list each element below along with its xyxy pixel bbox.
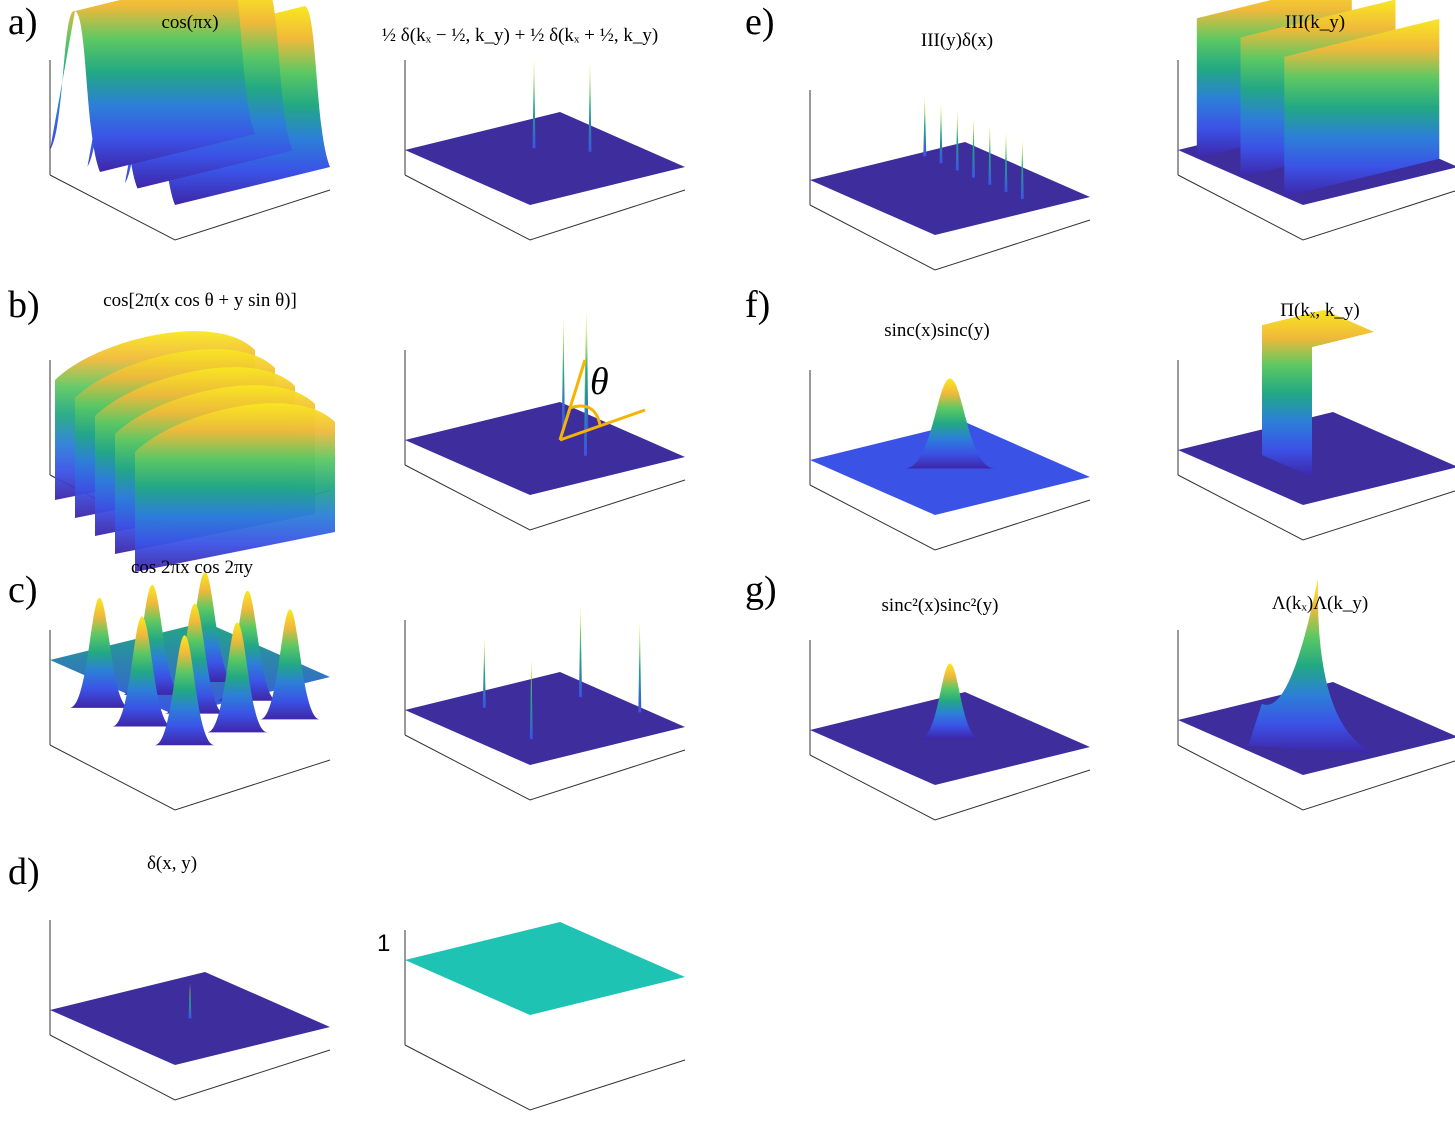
delta-spike [584,325,587,456]
surface-plot-two-spikes [395,0,695,260]
delta-spike [529,659,533,739]
panel-letter: b) [8,284,40,326]
axis-box-lines [49,744,331,811]
axis-box-lines [809,484,1091,551]
surface-box [1262,309,1374,478]
surface-ridge [50,0,255,172]
surface-plot-four-spikes [395,560,695,820]
axis-box-lines [1177,474,1455,541]
panel-letter: g) [745,569,777,611]
surface-peak [69,597,130,708]
surface-peak [112,616,173,727]
surface-plot-sinc2 [800,580,1100,840]
delta-spike [588,61,592,152]
surface-plot-egg-carton [40,570,340,830]
panel-letter: e) [745,1,775,43]
surface-plot-center-spike [40,860,340,1120]
surface-plot-tilted-ridges [40,300,340,572]
delta-spike [955,110,959,171]
surface-floor [1178,412,1455,505]
delta-spike [482,637,486,708]
surface-plot-walls [1168,0,1455,260]
theta-axis-line [559,408,646,442]
surface-peak [207,622,268,733]
delta-spike [1020,139,1024,200]
plot-title: III(y)δ(x) [920,30,994,51]
plot-title: III(k_y) [1284,12,1346,33]
delta-spike [638,622,642,713]
delta-spike [923,96,927,157]
constant-value-label: 1 [377,930,391,957]
surface-floor [405,402,685,495]
plot-title: cos(πx) [161,12,219,33]
plot-title: Π(kₓ, k_y) [1280,300,1360,321]
surface-plot-constant [395,870,695,1130]
surface-peak [260,609,320,720]
axis-box-lines [1177,744,1455,811]
axis-box-lines [404,734,686,801]
delta-spike [188,983,192,1019]
delta-spike [1004,131,1008,192]
surface-floor [810,142,1090,235]
plot-title: ½ δ(kₓ − ½, k_y) + ½ δ(kₓ + ½, k_y) [381,25,659,46]
surface-plot-tilted-spikes [395,290,695,550]
axis-box-lines [404,464,686,531]
plot-title: cos[2π(x cos θ + y sin θ)] [103,290,297,311]
plot-title: sinc(x)sinc(y) [884,320,990,341]
axis-box-lines [809,754,1091,821]
surface-floor [405,922,685,1015]
surface-plot-box [1168,300,1455,560]
surface-plot-pyramid [1168,570,1455,830]
delta-spike [532,58,536,149]
panel-letter: a) [8,1,38,43]
panel-letter: f) [745,284,771,326]
surface-floor [405,672,685,765]
sinc2-peak [920,663,980,739]
surface-wall [1284,18,1440,197]
axis-box-lines [49,174,331,241]
axis-box-lines [404,1044,686,1111]
delta-spike [579,606,582,697]
delta-spike [988,124,992,185]
surface-plot-ridges [40,0,340,260]
delta-spike [972,117,975,178]
theta-axis-line [558,359,587,441]
panel-letter: c) [8,569,38,611]
panel-letter: d) [8,851,40,893]
sinc-peak [905,378,995,469]
surface-plot-sinc [800,310,1100,570]
theta-label: θ [590,361,609,403]
surface-pyramid [1248,578,1375,754]
plot-title: cos 2πx cos 2πy [130,557,254,578]
plot-title: δ(x, y) [146,853,198,874]
surface-plot-spike-row [800,30,1100,290]
plot-title: Λ(kₓ)Λ(k_y) [1271,593,1369,614]
theta-arc [569,404,602,426]
surface-floor [405,112,685,205]
axis-box-lines [404,174,686,241]
axis-box-lines [809,204,1091,271]
delta-spike [939,103,943,164]
plot-title: sinc²(x)sinc²(y) [881,595,999,616]
surface-peak [154,635,215,746]
surface-ridge [135,403,335,572]
delta-spike [561,316,565,427]
axis-box-lines [1177,174,1455,241]
